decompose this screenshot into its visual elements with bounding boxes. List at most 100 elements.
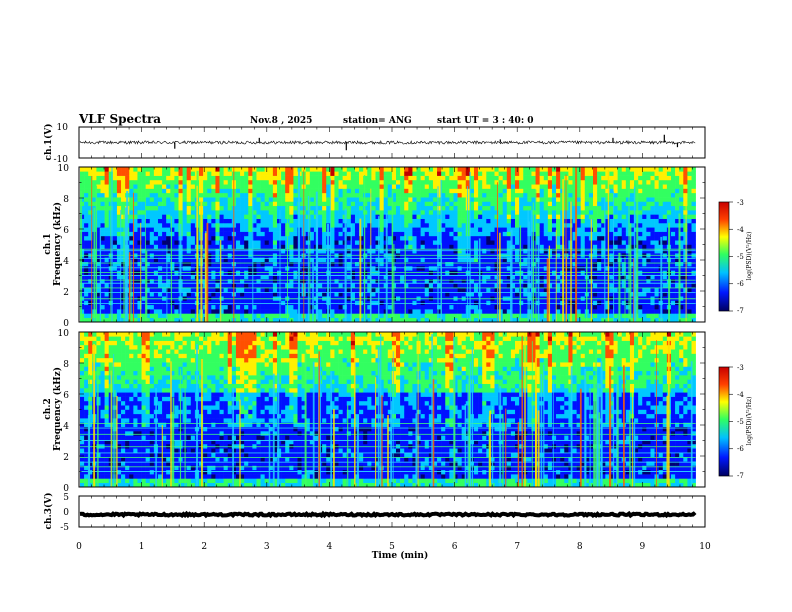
spectrogram-cell [449,304,454,310]
spectrogram-cell [166,214,171,219]
spectrogram-cell [379,240,384,245]
spectrogram-cell [441,287,446,293]
spectrogram-cell [153,300,159,306]
spectrogram-cell [88,179,93,185]
spectrogram-cell [354,240,360,245]
spectrogram-cell [613,304,618,310]
spectrogram-cell [449,244,454,250]
spectrogram-cell [367,201,372,207]
spectrogram-cell [121,313,126,318]
spectrogram-cell [441,210,446,215]
spectrogram-cell [170,222,175,228]
spectrogram-cell [408,175,413,181]
spectrogram-cell [498,218,504,224]
spectrogram-cell [420,231,426,237]
spectrogram-cell [133,214,138,219]
spectrogram-cell [215,218,220,224]
spectrogram-cell [350,244,356,250]
spectrogram-cell [121,179,126,185]
spectrogram-cell [482,227,487,232]
spectrogram-cell [465,227,471,232]
spectrogram-cell [441,197,446,202]
spectrogram-cell [515,210,520,215]
spectrogram-cell [396,222,401,228]
spectrogram-cell [482,274,487,280]
spectrogram-cell [272,179,278,185]
spectrogram-cell [211,313,216,318]
spectrogram-cell [322,222,327,228]
spectrogram-cell [556,201,561,207]
spectrogram-cell [506,304,512,310]
spectrogram-cell [580,304,586,310]
spectrogram-cell [96,287,101,293]
spectrogram-cell [428,278,434,284]
spectrogram-cell [609,261,614,267]
spectrogram-cell [215,210,220,215]
spectrogram-cell [88,167,93,172]
spectrogram-cell [420,274,426,280]
spectrogram-cell [535,257,540,263]
spectrogram-cell [523,179,528,185]
spectrogram-cell [465,309,471,314]
spectrogram-cell [309,313,315,318]
spectrogram-cell [322,192,327,198]
spectrogram-cell [597,205,602,211]
spectrogram-cell [572,205,577,211]
spectrogram-cell [289,291,294,297]
spectrogram-cell [137,291,142,297]
spectrogram-cell [408,240,413,245]
spectrogram-cell [428,274,434,280]
spectrogram-cell [84,188,89,194]
spectrogram-cell [593,171,598,176]
spectrogram-cell [605,317,610,323]
spectrogram-cell [379,235,384,241]
spectrogram-cell [371,257,376,263]
spectrogram-cell [100,266,105,271]
spectrogram-cell [597,222,602,228]
spectrogram-cell [494,313,499,318]
spectrogram-cell [281,300,286,306]
spectrogram-cell [564,218,569,224]
spectrogram-cell [375,257,380,263]
spectrogram-cell [375,197,380,202]
spectrogram-cell [543,171,549,176]
spectrogram-cell [396,283,401,288]
spectrogram-cell [441,313,446,318]
spectrogram-cell [391,179,397,185]
spectrogram-cell [424,244,430,250]
spectrogram-cell [223,167,229,172]
spectrogram-cell [104,261,110,267]
spectrogram-cell [326,218,331,224]
spectrogram-cell [100,257,105,263]
spectrogram-cell [112,231,118,237]
spectrogram-cell [441,240,446,245]
spectrogram-cell [272,192,278,198]
spectrogram-cell [535,171,540,176]
spectrogram-cell [141,218,146,224]
spectrogram-cell [145,192,151,198]
spectrogram-cell [244,205,249,211]
spectrogram-cell [379,227,384,232]
spectrogram-cell [338,222,343,228]
spectrogram-cell [215,222,220,228]
spectrogram-cell [157,210,163,215]
spectrogram-cell [506,274,512,280]
spectrogram-cell [350,309,356,314]
spectrogram-cell [498,175,504,181]
spectrogram-cell [580,240,586,245]
spectrogram-cell [437,231,442,237]
spectrogram-cell [408,304,413,310]
spectrogram-cell [252,283,257,288]
spectrogram-cell [248,317,253,323]
spectrogram-cell [363,175,368,181]
spectrogram-cell [576,222,581,228]
spectrogram-cell [240,188,245,194]
spectrogram-cell [363,227,368,232]
spectrogram-cell [453,214,458,219]
spectrogram-cell [375,304,380,310]
spectrogram-cell [227,274,233,280]
spectrogram-cell [621,188,627,194]
spectrogram-cell [260,287,265,293]
spectrogram-cell [432,175,438,181]
spectrogram-cell [519,304,524,310]
